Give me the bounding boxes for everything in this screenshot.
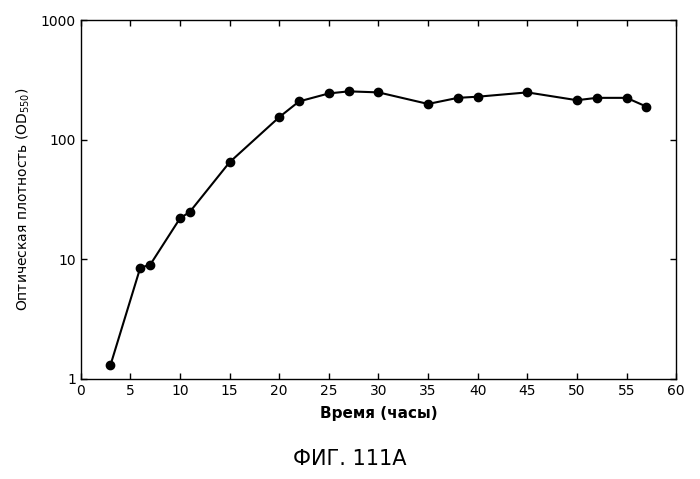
Text: ФИГ. 111А: ФИГ. 111А xyxy=(293,449,407,469)
X-axis label: Время (часы): Время (часы) xyxy=(320,406,438,421)
Y-axis label: Оптическая плотность (OD$_{550}$): Оптическая плотность (OD$_{550}$) xyxy=(15,88,32,311)
